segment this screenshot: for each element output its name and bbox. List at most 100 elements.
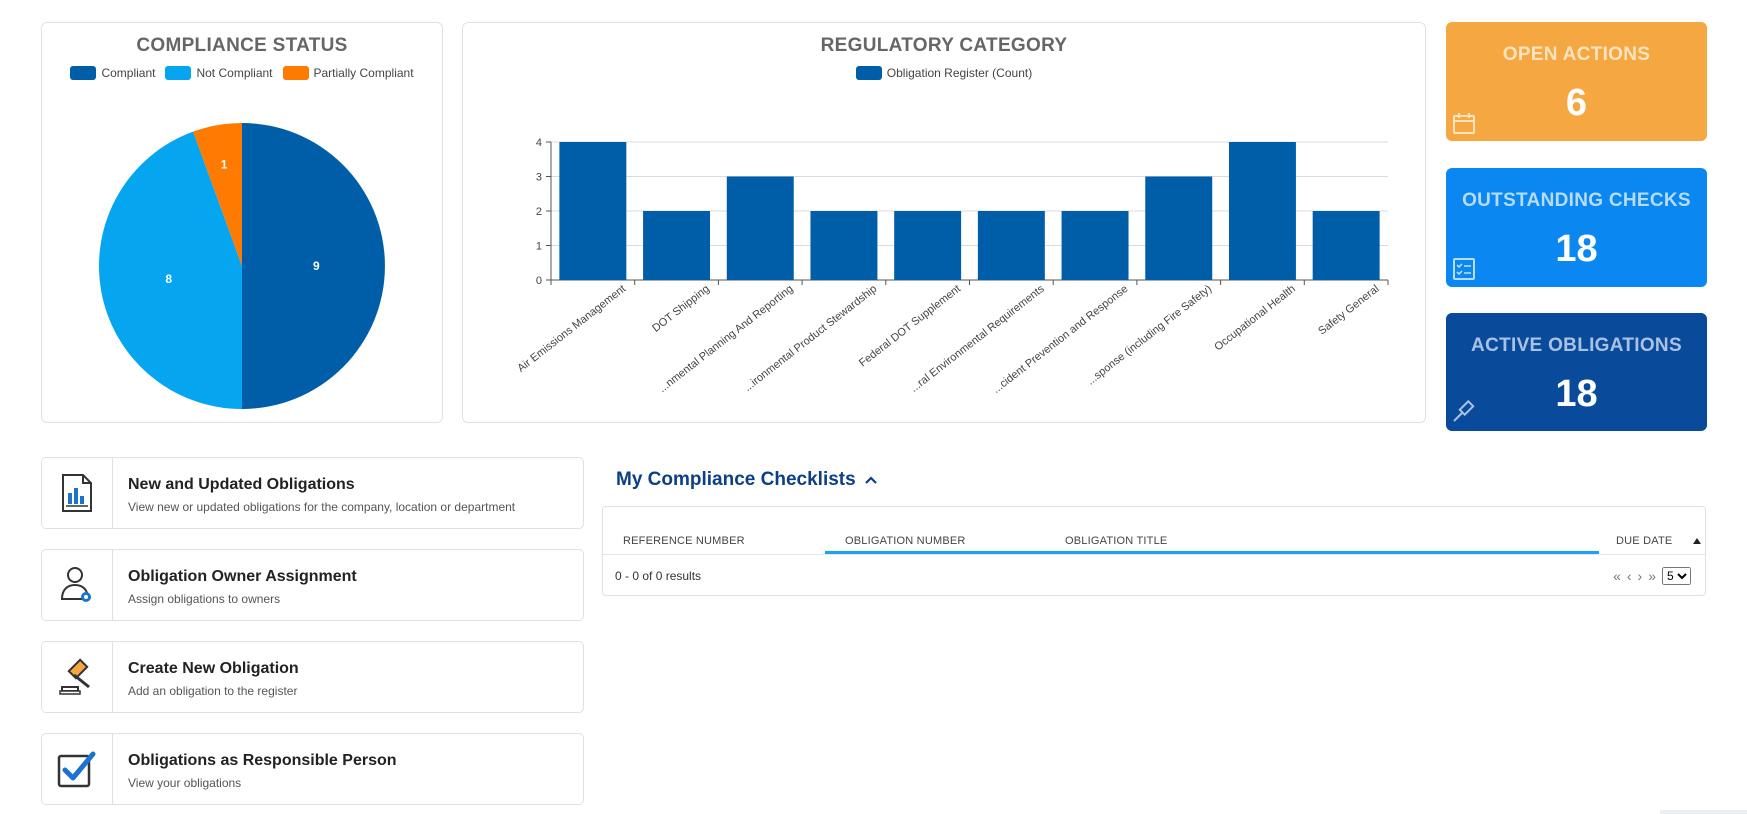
column-resize-indicator	[825, 551, 1599, 554]
header-divider	[603, 554, 1705, 555]
bar-2[interactable]	[726, 176, 794, 281]
action-description: Assign obligations to owners	[128, 592, 281, 606]
legend-item-obligation-register[interactable]: Obligation Register (Count)	[855, 66, 1033, 80]
bar-9[interactable]	[1312, 211, 1380, 280]
open-actions-value: 6	[1565, 82, 1588, 124]
compliance-status-card: COMPLIANCE STATUS Compliant Not Complian…	[41, 22, 443, 423]
legend-swatch	[165, 66, 192, 80]
pie-data-label: 8	[165, 272, 172, 286]
compliance-status-title: COMPLIANCE STATUS	[136, 35, 348, 56]
action-icon-box	[42, 550, 113, 620]
pie-data-label: 1	[221, 158, 228, 172]
active-obligations-tile[interactable]: ACTIVE OBLIGATIONS 18	[1446, 313, 1707, 431]
sort-ascending-icon[interactable]	[1693, 538, 1701, 544]
bar-8[interactable]	[1228, 142, 1296, 280]
action-title: Obligations as Responsible Person	[128, 752, 397, 769]
y-tick-label: 0	[536, 275, 542, 287]
next-page-button[interactable]: ›	[1637, 568, 1643, 584]
compliance-pie-chart: 9 8 1	[99, 123, 385, 409]
x-tick-label: Safety General	[1316, 283, 1381, 338]
action-description: View your obligations	[128, 776, 242, 790]
action-obligations-responsible-person[interactable]: Obligations as Responsible Person View y…	[41, 733, 584, 805]
action-icon-box	[42, 458, 113, 528]
checkbox-icon	[57, 751, 96, 788]
gavel-icon	[1453, 399, 1475, 422]
chevron-up-icon	[864, 476, 877, 484]
x-tick-label: ...ironmental Product Stewardship	[742, 283, 879, 394]
legend-swatch	[282, 66, 309, 80]
action-icon-box	[42, 734, 113, 804]
open-actions-tile[interactable]: OPEN ACTIONS 6	[1446, 22, 1707, 141]
y-tick-label: 2	[536, 206, 542, 218]
active-obligations-title: ACTIVE OBLIGATIONS	[1471, 335, 1682, 356]
bar-3[interactable]	[810, 211, 878, 280]
y-tick-label: 1	[536, 241, 542, 253]
action-title: Create New Obligation	[128, 660, 299, 677]
legend-swatch	[70, 66, 97, 80]
outstanding-checks-title: OUTSTANDING CHECKS	[1462, 190, 1691, 211]
pie-slice-compliant[interactable]	[242, 123, 385, 409]
column-header-obligation-number[interactable]: OBLIGATION NUMBER	[845, 535, 966, 547]
first-page-button[interactable]: «	[1613, 568, 1621, 584]
x-tick-label: Occupational Health	[1212, 283, 1297, 353]
action-create-new-obligation[interactable]: Create New Obligation Add an obligation …	[41, 641, 584, 713]
column-header-obligation-title[interactable]: OBLIGATION TITLE	[1065, 535, 1168, 547]
legend-label: Partially Compliant	[313, 66, 414, 80]
action-icon-box	[42, 642, 113, 712]
scroll-hint	[1660, 810, 1747, 814]
bar-5[interactable]	[977, 211, 1045, 280]
checklist-icon	[1453, 258, 1475, 280]
calendar-icon	[1453, 113, 1475, 134]
column-header-reference-number[interactable]: REFERENCE NUMBER	[623, 535, 745, 547]
pie-slice-partially-compliant[interactable]	[193, 123, 242, 266]
column-header-due-date[interactable]: DUE DATE	[1616, 535, 1673, 547]
action-description: View new or updated obligations for the …	[128, 500, 516, 514]
results-count: 0 - 0 of 0 results	[615, 569, 702, 583]
pie-slice-not-compliant[interactable]	[99, 131, 242, 409]
x-tick-label: DOT Shipping	[650, 283, 712, 335]
legend-label: Compliant	[101, 66, 156, 80]
legend-swatch	[855, 66, 882, 80]
bar-4[interactable]	[894, 211, 962, 280]
bar-6[interactable]	[1061, 211, 1129, 280]
x-tick-label: ...nmental Planning And Reporting	[657, 283, 796, 395]
legend-label: Obligation Register (Count)	[886, 66, 1033, 80]
pagination: « ‹ › » 5	[1613, 567, 1691, 585]
action-new-updated-obligations[interactable]: New and Updated Obligations View new or …	[41, 457, 584, 529]
legend-item-not-compliant[interactable]: Not Compliant	[165, 66, 273, 80]
x-tick-label: Air Emissions Management	[515, 283, 628, 375]
legend-label: Not Compliant	[196, 66, 273, 80]
action-description: Add an obligation to the register	[128, 684, 298, 698]
outstanding-checks-tile[interactable]: OUTSTANDING CHECKS 18	[1446, 168, 1707, 287]
y-tick-label: 3	[536, 172, 542, 184]
action-obligation-owner-assignment[interactable]: Obligation Owner Assignment Assign oblig…	[41, 549, 584, 621]
action-title: Obligation Owner Assignment	[128, 568, 357, 585]
bar-1[interactable]	[643, 211, 711, 280]
legend-item-partially-compliant[interactable]: Partially Compliant	[282, 66, 414, 80]
checklists-title: My Compliance Checklists	[616, 469, 856, 490]
last-page-button[interactable]: »	[1648, 568, 1656, 584]
regulatory-bar-chart: 0 1 2 3 4 Air Emissions Management DOT Shippin…	[515, 137, 1389, 396]
checklists-header[interactable]: My Compliance Checklists	[616, 469, 878, 491]
user-settings-icon	[60, 567, 91, 602]
compliance-status-legend: Compliant Not Compliant Partially Compli…	[42, 66, 442, 80]
action-title: New and Updated Obligations	[128, 476, 355, 493]
regulatory-category-legend: Obligation Register (Count)	[463, 66, 1425, 80]
y-tick-label: 4	[536, 137, 542, 149]
regulatory-category-title: REGULATORY CATEGORY	[820, 35, 1068, 56]
legend-item-compliant[interactable]: Compliant	[70, 66, 155, 80]
report-document-icon	[62, 474, 92, 512]
page-size-select[interactable]: 5	[1662, 567, 1691, 585]
prev-page-button[interactable]: ‹	[1626, 568, 1632, 584]
open-actions-title: OPEN ACTIONS	[1502, 44, 1651, 65]
regulatory-category-card: REGULATORY CATEGORY Obligation Register …	[462, 22, 1426, 423]
bar-0[interactable]	[559, 142, 627, 280]
gavel-icon	[59, 658, 90, 695]
bar-7[interactable]	[1145, 176, 1213, 281]
outstanding-checks-value: 18	[1555, 228, 1598, 270]
pie-data-label: 9	[313, 259, 320, 273]
x-tick-label: ...ral Environmental Requirements	[908, 283, 1047, 395]
active-obligations-value: 18	[1555, 373, 1598, 415]
checklists-table: REFERENCE NUMBER OBLIGATION NUMBER OBLIG…	[602, 506, 1706, 596]
x-tick-label: ...cident Prevention and Response	[990, 283, 1130, 396]
